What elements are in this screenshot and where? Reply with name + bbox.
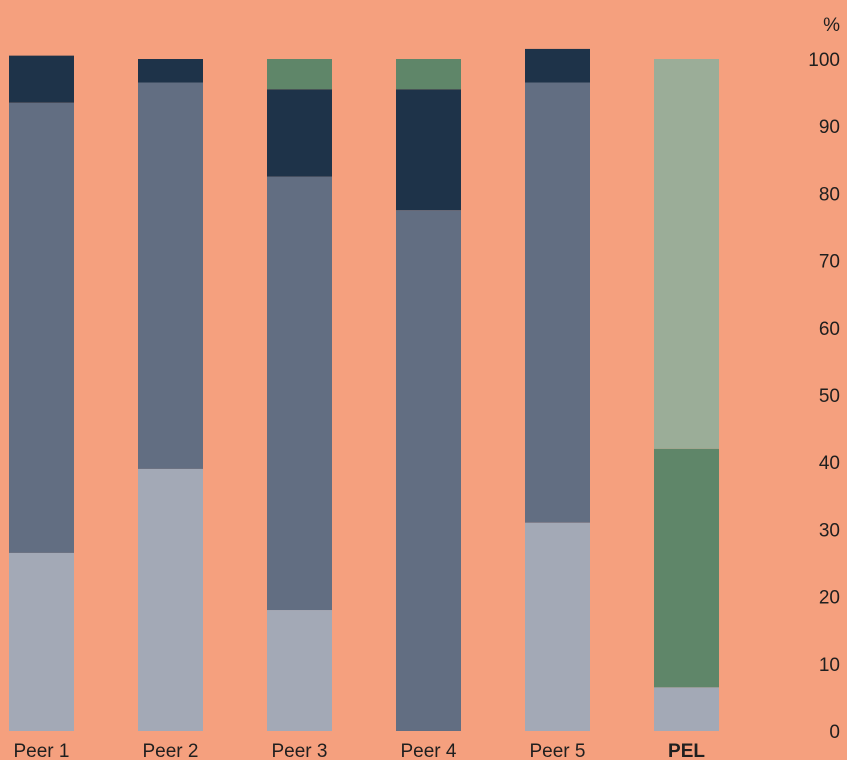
- x-axis-labels: Peer 1 Peer 2 Peer 3 Peer 4 Peer 5 PEL: [14, 741, 706, 760]
- bar-segment-pel-s4: [654, 448, 719, 688]
- y-tick-label: 70: [819, 252, 840, 273]
- y-tick-label: 90: [819, 117, 840, 138]
- bar-segment-peer-4-s3: [396, 89, 461, 211]
- y-tick-label: 20: [819, 588, 840, 609]
- bar-segment-peer-3-s3: [267, 89, 332, 177]
- bar-segment-peer-3-s1: [267, 610, 332, 731]
- y-axis-unit-label: %: [823, 15, 840, 36]
- bar-segment-peer-5-s2: [525, 82, 590, 523]
- y-tick-label: 10: [819, 655, 840, 676]
- bar-segment-peer-5-s3: [525, 48, 590, 83]
- y-tick-label: 80: [819, 184, 840, 205]
- bar-segment-peer-1-s3: [9, 55, 74, 103]
- y-tick-label: 0: [829, 722, 840, 743]
- x-category-label: Peer 3: [272, 741, 328, 760]
- bars-group: [9, 48, 719, 731]
- bar-segment-peer-4-s4: [396, 59, 461, 90]
- bar-segment-peer-3-s2: [267, 176, 332, 611]
- x-category-label: Peer 5: [530, 741, 586, 760]
- x-category-label: Peer 4: [401, 741, 457, 760]
- bar-segment-peer-5-s1: [525, 522, 590, 731]
- bar-segment-peer-4-s2: [396, 210, 461, 731]
- bar-segment-peer-2-s1: [138, 468, 203, 731]
- y-tick-label: 60: [819, 319, 840, 340]
- bar-segment-peer-3-s4: [267, 59, 332, 90]
- bar-segment-peer-1-s2: [9, 102, 74, 553]
- y-axis-ticks: 0 10 20 30 40 50 60 70 80 90 100: [808, 50, 840, 743]
- y-tick-label: 50: [819, 386, 840, 407]
- bar-segment-peer-1-s1: [9, 552, 74, 731]
- y-tick-label: 100: [808, 50, 840, 71]
- bar-segment-pel-s1: [654, 687, 719, 731]
- bar-segment-peer-2-s3: [138, 59, 203, 83]
- bar-segment-peer-2-s2: [138, 82, 203, 469]
- y-tick-label: 40: [819, 453, 840, 474]
- x-category-label: Peer 1: [14, 741, 70, 760]
- x-category-label: PEL: [668, 741, 705, 760]
- bar-segment-pel-s5: [654, 59, 719, 449]
- y-tick-label: 30: [819, 520, 840, 541]
- x-category-label: Peer 2: [143, 741, 199, 760]
